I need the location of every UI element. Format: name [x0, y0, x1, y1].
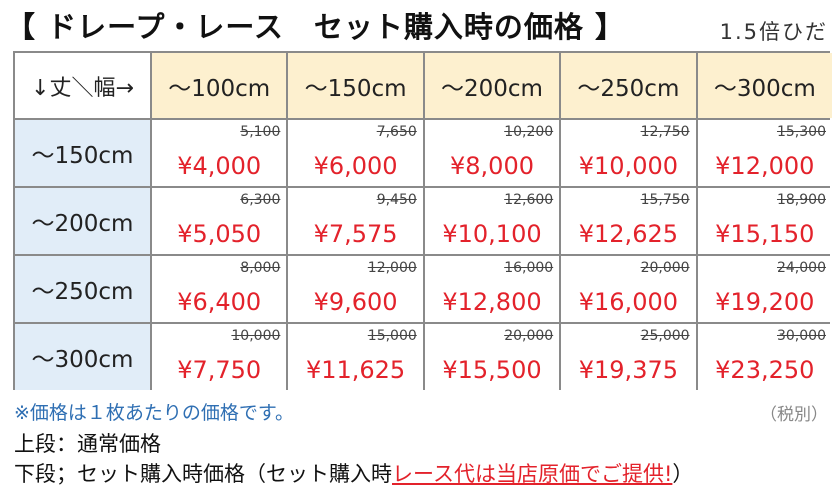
row-header: ～150cm [15, 120, 150, 186]
set-price: ¥5,050 [177, 220, 262, 248]
set-price: ¥15,150 [715, 220, 815, 248]
set-price: ¥19,375 [578, 356, 678, 384]
regular-price: 18,900 [776, 192, 826, 208]
price-cell: 9,450 ¥7,575 [288, 188, 423, 254]
regular-price: 25,000 [640, 328, 690, 344]
regular-price: 15,300 [776, 124, 826, 140]
price-cell: 12,600 ¥10,100 [424, 188, 560, 254]
set-price: ¥6,000 [313, 152, 398, 180]
price-cell: 30,000 ¥23,250 [697, 324, 832, 390]
regular-price: 20,000 [640, 260, 690, 276]
price-cell: 18,900 ¥15,150 [697, 188, 832, 254]
price-cell: 15,000 ¥11,625 [288, 324, 423, 390]
price-cell: 15,300 ¥12,000 [697, 120, 832, 186]
legend-upper: 上段：通常価格 [14, 432, 161, 456]
regular-price: 9,450 [376, 192, 417, 208]
price-cell: 15,750 ¥12,625 [561, 188, 696, 254]
regular-price: 10,000 [231, 328, 281, 344]
price-cell: 12,750 ¥10,000 [561, 120, 696, 186]
corner-header: ↓丈＼幅→ [15, 53, 150, 118]
column-header: ～100cm [152, 53, 287, 118]
regular-price: 15,000 [367, 328, 417, 344]
regular-price: 30,000 [776, 328, 826, 344]
regular-price: 12,600 [504, 192, 554, 208]
legend-lower-text: 下段；セット購入時価格（セット購入時 [14, 462, 392, 486]
set-price: ¥10,000 [578, 152, 678, 180]
legend-lower: 下段；セット購入時価格（セット購入時レース代は当店原価でご提供!） [14, 458, 693, 488]
set-price: ¥8,000 [450, 152, 534, 180]
set-price: ¥23,250 [715, 356, 815, 384]
set-price: ¥10,100 [442, 220, 542, 248]
set-price: ¥19,200 [715, 288, 815, 316]
row-header: ～300cm [15, 324, 150, 390]
regular-price: 12,000 [367, 260, 417, 276]
column-header: ～200cm [424, 53, 560, 118]
column-header: ～250cm [561, 53, 696, 118]
set-price: ¥12,625 [578, 220, 678, 248]
price-cell: 8,000 ¥6,400 [152, 256, 287, 322]
set-price: ¥12,800 [442, 288, 542, 316]
price-cell: 5,100 ¥4,000 [152, 120, 287, 186]
regular-price: 5,100 [240, 124, 281, 140]
price-cell: 7,650 ¥6,000 [288, 120, 423, 186]
set-price: ¥9,600 [313, 288, 398, 316]
set-price: ¥16,000 [578, 288, 678, 316]
regular-price: 6,300 [240, 192, 281, 208]
regular-price: 20,000 [504, 328, 554, 344]
regular-price: 10,200 [504, 124, 554, 140]
price-cell: 20,000 ¥15,500 [424, 324, 560, 390]
price-cell: 10,000 ¥7,750 [152, 324, 287, 390]
regular-price: 8,000 [240, 260, 281, 276]
tax-note: （税別） [760, 405, 828, 425]
price-cell: 20,000 ¥16,000 [561, 256, 696, 322]
row-header: ～200cm [15, 188, 150, 254]
column-header: ～300cm [697, 53, 832, 118]
set-price: ¥12,000 [715, 152, 815, 180]
regular-price: 24,000 [776, 260, 826, 276]
regular-price: 16,000 [504, 260, 554, 276]
pleat-note: 1.5倍ひだ [719, 20, 828, 44]
set-price: ¥11,625 [305, 356, 406, 384]
row-header: ～250cm [15, 256, 150, 322]
price-table: ↓丈＼幅→ ～100cm ～150cm ～200cm ～250cm ～300cm ～150c… [13, 51, 832, 390]
price-cell: 6,300 ¥5,050 [152, 188, 287, 254]
legend-lower-suffix: ） [672, 462, 694, 486]
regular-price: 15,750 [640, 192, 690, 208]
set-price: ¥15,500 [442, 356, 542, 384]
highlight-text: レース代は当店原価でご提供! [392, 462, 673, 486]
set-price: ¥7,750 [177, 356, 262, 384]
price-cell: 24,000 ¥19,200 [697, 256, 832, 322]
column-header: ～150cm [288, 53, 423, 118]
price-cell: 10,200 ¥8,000 [424, 120, 560, 186]
footnote: ※価格は１枚あたりの価格です。 [14, 402, 295, 424]
regular-price: 7,650 [376, 124, 417, 140]
title: 【 ドレープ・レース セット購入時の価格 】 [6, 10, 626, 44]
set-price: ¥4,000 [177, 152, 262, 180]
price-cell: 12,000 ¥9,600 [288, 256, 423, 322]
regular-price: 12,750 [640, 124, 690, 140]
price-cell: 16,000 ¥12,800 [424, 256, 560, 322]
set-price: ¥6,400 [177, 288, 262, 316]
price-cell: 25,000 ¥19,375 [561, 324, 696, 390]
set-price: ¥7,575 [313, 220, 398, 248]
